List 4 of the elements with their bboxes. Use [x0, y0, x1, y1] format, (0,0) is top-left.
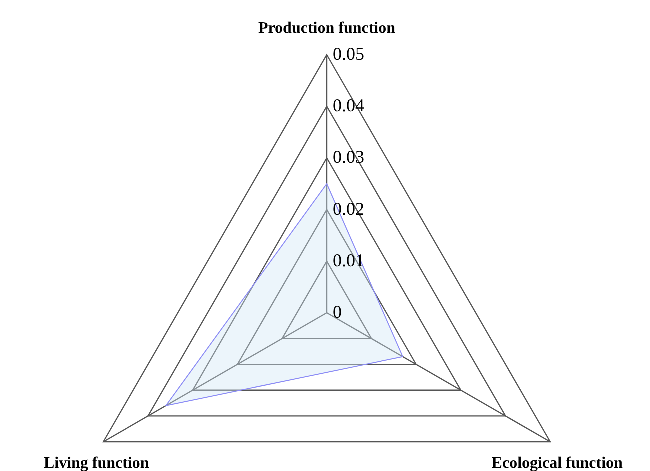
y-tick-label: 0.01: [333, 250, 364, 270]
y-tick-label: 0.05: [333, 44, 364, 64]
y-tick-label: 0: [333, 302, 342, 322]
spoke-label: Production function: [258, 20, 396, 37]
